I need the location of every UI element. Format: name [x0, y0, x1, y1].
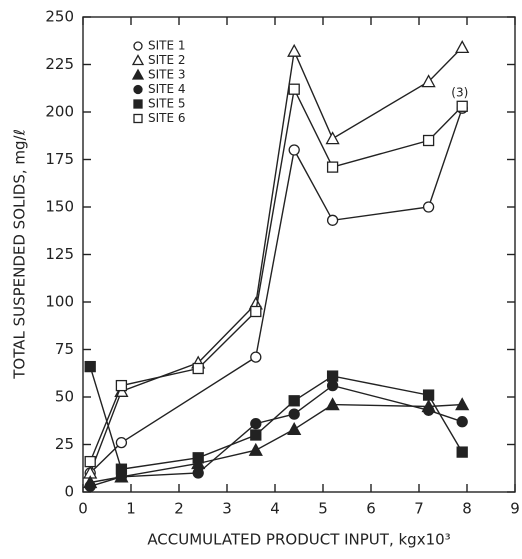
x-axis-title: ACCUMULATED PRODUCT INPUT, kgx10³: [147, 531, 450, 549]
marker: [456, 446, 468, 458]
marker: [287, 43, 302, 57]
x-tick-label: 5: [318, 500, 328, 518]
marker: [133, 41, 143, 51]
marker: [192, 362, 204, 375]
y-tick-label: 75: [55, 340, 74, 358]
marker: [115, 436, 128, 449]
series-line: [89, 384, 463, 487]
x-tick-label: 8: [462, 500, 472, 518]
legend-label: SITE 2: [148, 53, 186, 67]
marker: [288, 83, 300, 95]
marker: [422, 134, 435, 147]
y-axis-title: TOTAL SUSPENDED SOLIDS, mg/ℓ: [11, 129, 29, 380]
x-tick-label: 9: [510, 500, 520, 518]
marker: [422, 389, 435, 401]
legend-label: SITE 1: [148, 39, 186, 53]
y-tick-label: 175: [45, 150, 74, 168]
marker: [248, 442, 263, 456]
y-tick-label: 125: [45, 245, 74, 263]
x-tick-label: 6: [366, 500, 376, 518]
x-tick-label: 1: [126, 500, 136, 518]
y-tick-label: 150: [45, 198, 74, 216]
x-tick-label: 4: [270, 500, 280, 518]
marker: [455, 397, 470, 411]
y-tick-label: 100: [45, 293, 74, 311]
marker: [288, 395, 300, 407]
marker: [84, 480, 96, 492]
marker: [133, 113, 143, 124]
marker: [250, 429, 262, 441]
marker: [250, 351, 262, 363]
y-tick-label: 200: [45, 103, 74, 121]
legend-label: SITE 3: [148, 68, 186, 82]
marker: [133, 99, 143, 109]
marker: [325, 131, 340, 145]
marker: [192, 467, 204, 479]
marker: [326, 370, 339, 382]
marker: [115, 379, 128, 392]
legend-label: SITE 6: [148, 111, 186, 125]
marker: [250, 417, 262, 430]
y-tick-label: 50: [55, 388, 74, 406]
marker: [422, 201, 435, 213]
marker: [326, 379, 339, 392]
series-line: [89, 46, 463, 474]
marker: [131, 68, 145, 80]
y-tick-label: 225: [45, 55, 74, 73]
marker: [288, 144, 300, 156]
legend-label: SITE 4: [148, 82, 186, 96]
y-tick-label: 0: [64, 483, 74, 501]
marker: [326, 161, 339, 173]
annotation: (3): [451, 86, 468, 100]
x-tick-label: 7: [414, 500, 424, 518]
marker: [456, 100, 468, 112]
x-tick-label: 2: [174, 500, 184, 518]
marker: [455, 40, 470, 54]
marker: [326, 214, 339, 226]
series-line: [89, 86, 463, 462]
marker: [133, 84, 143, 95]
y-tick-label: 25: [55, 435, 74, 453]
marker: [250, 305, 262, 318]
y-tick-label: 250: [45, 8, 74, 26]
marker: [288, 408, 300, 420]
marker: [192, 452, 204, 464]
x-tick-label: 0: [78, 500, 88, 518]
series-line: [89, 366, 463, 470]
legend-label: SITE 5: [148, 97, 186, 111]
marker: [421, 74, 436, 88]
marker: [131, 54, 145, 66]
marker: [115, 463, 128, 475]
x-tick-label: 3: [222, 500, 232, 518]
marker: [84, 455, 96, 468]
marker: [422, 404, 435, 416]
marker: [456, 416, 468, 428]
marker: [287, 421, 302, 435]
marker: [325, 397, 340, 411]
marker: [84, 360, 96, 373]
